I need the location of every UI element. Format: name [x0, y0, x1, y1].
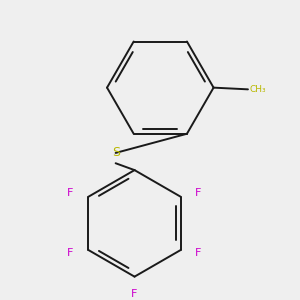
Text: S: S	[112, 146, 120, 159]
Text: F: F	[67, 248, 74, 258]
Text: F: F	[195, 188, 202, 198]
Text: CH₃: CH₃	[250, 85, 266, 94]
Text: F: F	[195, 248, 202, 258]
Text: F: F	[67, 188, 74, 198]
Text: F: F	[131, 289, 138, 299]
